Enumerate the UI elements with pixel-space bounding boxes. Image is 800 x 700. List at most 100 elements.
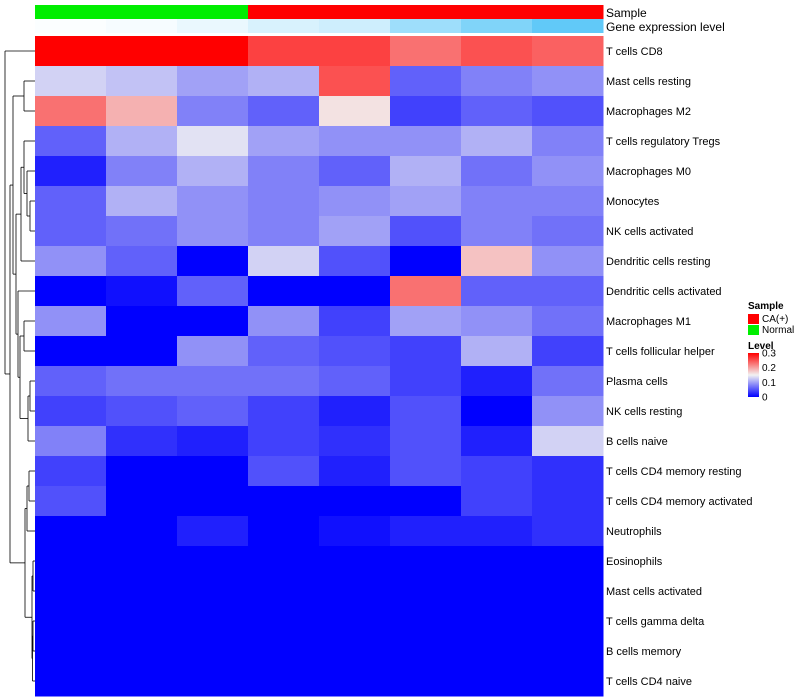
heatmap-cell xyxy=(106,276,178,307)
heatmap-cell xyxy=(35,156,107,187)
heatmap-cell xyxy=(35,276,107,307)
gene-expression-annotation-cell xyxy=(319,19,391,33)
heatmap-cell xyxy=(319,336,391,367)
heatmap-cell xyxy=(390,486,462,517)
heatmap-cell xyxy=(461,636,533,667)
heatmap-cell xyxy=(177,156,249,187)
heatmap-cell xyxy=(35,306,107,337)
heatmap-cell xyxy=(461,366,533,397)
heatmap-cell xyxy=(319,576,391,607)
row-label: Macrophages M2 xyxy=(606,106,691,118)
row-label: Monocytes xyxy=(606,196,660,208)
heatmap-cell xyxy=(35,426,107,457)
heatmap-cell xyxy=(177,456,249,487)
heatmap-cell xyxy=(35,516,107,547)
row-label: Plasma cells xyxy=(606,376,668,388)
heatmap-cell xyxy=(35,246,107,277)
row-label: NK cells activated xyxy=(606,226,693,238)
sample-annotation-cell xyxy=(390,5,462,19)
row-label: T cells gamma delta xyxy=(606,616,705,628)
heatmap-cell xyxy=(390,186,462,217)
heatmap-cell xyxy=(248,516,320,547)
heatmap-cell xyxy=(390,636,462,667)
heatmap-cell xyxy=(106,636,178,667)
legend-level-colorbar xyxy=(748,353,759,397)
heatmap-cell xyxy=(35,546,107,577)
heatmap-cell xyxy=(248,486,320,517)
heatmap-cell xyxy=(35,636,107,667)
row-label: T cells CD4 memory resting xyxy=(606,466,742,478)
heatmap-cell xyxy=(248,636,320,667)
heatmap-cell xyxy=(106,396,178,427)
heatmap-cell xyxy=(106,306,178,337)
heatmap-cell xyxy=(248,426,320,457)
row-label: Macrophages M1 xyxy=(606,316,691,328)
gene-expression-annotation-cell xyxy=(177,19,249,33)
legend-label-normal: Normal xyxy=(762,325,794,336)
heatmap-cell xyxy=(461,306,533,337)
heatmap-cell xyxy=(390,216,462,247)
heatmap-cell xyxy=(35,126,107,157)
heatmap-cell xyxy=(532,516,604,547)
heatmap-cell xyxy=(177,666,249,697)
heatmap-cell xyxy=(319,96,391,127)
sample-annotation-cell xyxy=(106,5,178,19)
heatmap-cell xyxy=(35,336,107,367)
row-label: B cells naive xyxy=(606,436,668,448)
heatmap-cell xyxy=(461,126,533,157)
heatmap-cell xyxy=(177,396,249,427)
heatmap-cell xyxy=(106,516,178,547)
sample-annotation-cell xyxy=(532,5,604,19)
legend-level-tick-label: 0.1 xyxy=(762,378,776,389)
heatmap-cell xyxy=(35,36,107,67)
heatmap-cell xyxy=(461,426,533,457)
heatmap-cell xyxy=(177,186,249,217)
heatmap-cell xyxy=(177,126,249,157)
heatmap-cell xyxy=(319,426,391,457)
heatmap-cell xyxy=(106,546,178,577)
heatmap-cell xyxy=(248,666,320,697)
heatmap-cell xyxy=(248,546,320,577)
row-labels: T cells CD8 Mast cells resting Macrophages… xyxy=(606,46,753,688)
row-dendrogram xyxy=(4,50,35,682)
gene-expression-annotation-cell xyxy=(248,19,320,33)
sample-annotation-cell xyxy=(248,5,320,19)
heatmap-cell xyxy=(532,666,604,697)
heatmap-cell xyxy=(35,366,107,397)
sample-annotation-label: Sample xyxy=(606,6,647,20)
heatmap-cell xyxy=(106,66,178,97)
heatmap-cell xyxy=(35,396,107,427)
heatmap-cell xyxy=(106,486,178,517)
heatmap-cell xyxy=(177,96,249,127)
heatmap-cell xyxy=(461,216,533,247)
heatmap-cell xyxy=(532,426,604,457)
heatmap-cell xyxy=(390,96,462,127)
heatmap-cell xyxy=(106,246,178,277)
heatmap-cell xyxy=(248,66,320,97)
legend: Sample CA(+) Normal Level 0.3 0.2 0.1 0 xyxy=(748,301,794,404)
heatmap-cell xyxy=(532,126,604,157)
heatmap-cell xyxy=(319,36,391,67)
heatmap-cell xyxy=(319,516,391,547)
heatmap-cell xyxy=(35,486,107,517)
heatmap-cell xyxy=(390,156,462,187)
row-label: Neutrophils xyxy=(606,526,662,538)
heatmap-cell xyxy=(461,576,533,607)
heatmap-cell xyxy=(106,426,178,457)
heatmap-cell xyxy=(532,396,604,427)
heatmap-cell xyxy=(35,576,107,607)
heatmap-cell xyxy=(319,156,391,187)
heatmap-cell xyxy=(319,216,391,247)
row-label: Dendritic cells activated xyxy=(606,286,722,298)
gene-expression-annotation-cell xyxy=(106,19,178,33)
legend-label-ca: CA(+) xyxy=(762,314,788,325)
heatmap-cell xyxy=(532,66,604,97)
row-label: Eosinophils xyxy=(606,556,663,568)
heatmap-cell xyxy=(177,546,249,577)
heatmap-cell xyxy=(177,576,249,607)
heatmap-cell xyxy=(319,396,391,427)
heatmap-cell xyxy=(248,606,320,637)
heatmap-cell xyxy=(390,666,462,697)
heatmap-cell xyxy=(461,186,533,217)
